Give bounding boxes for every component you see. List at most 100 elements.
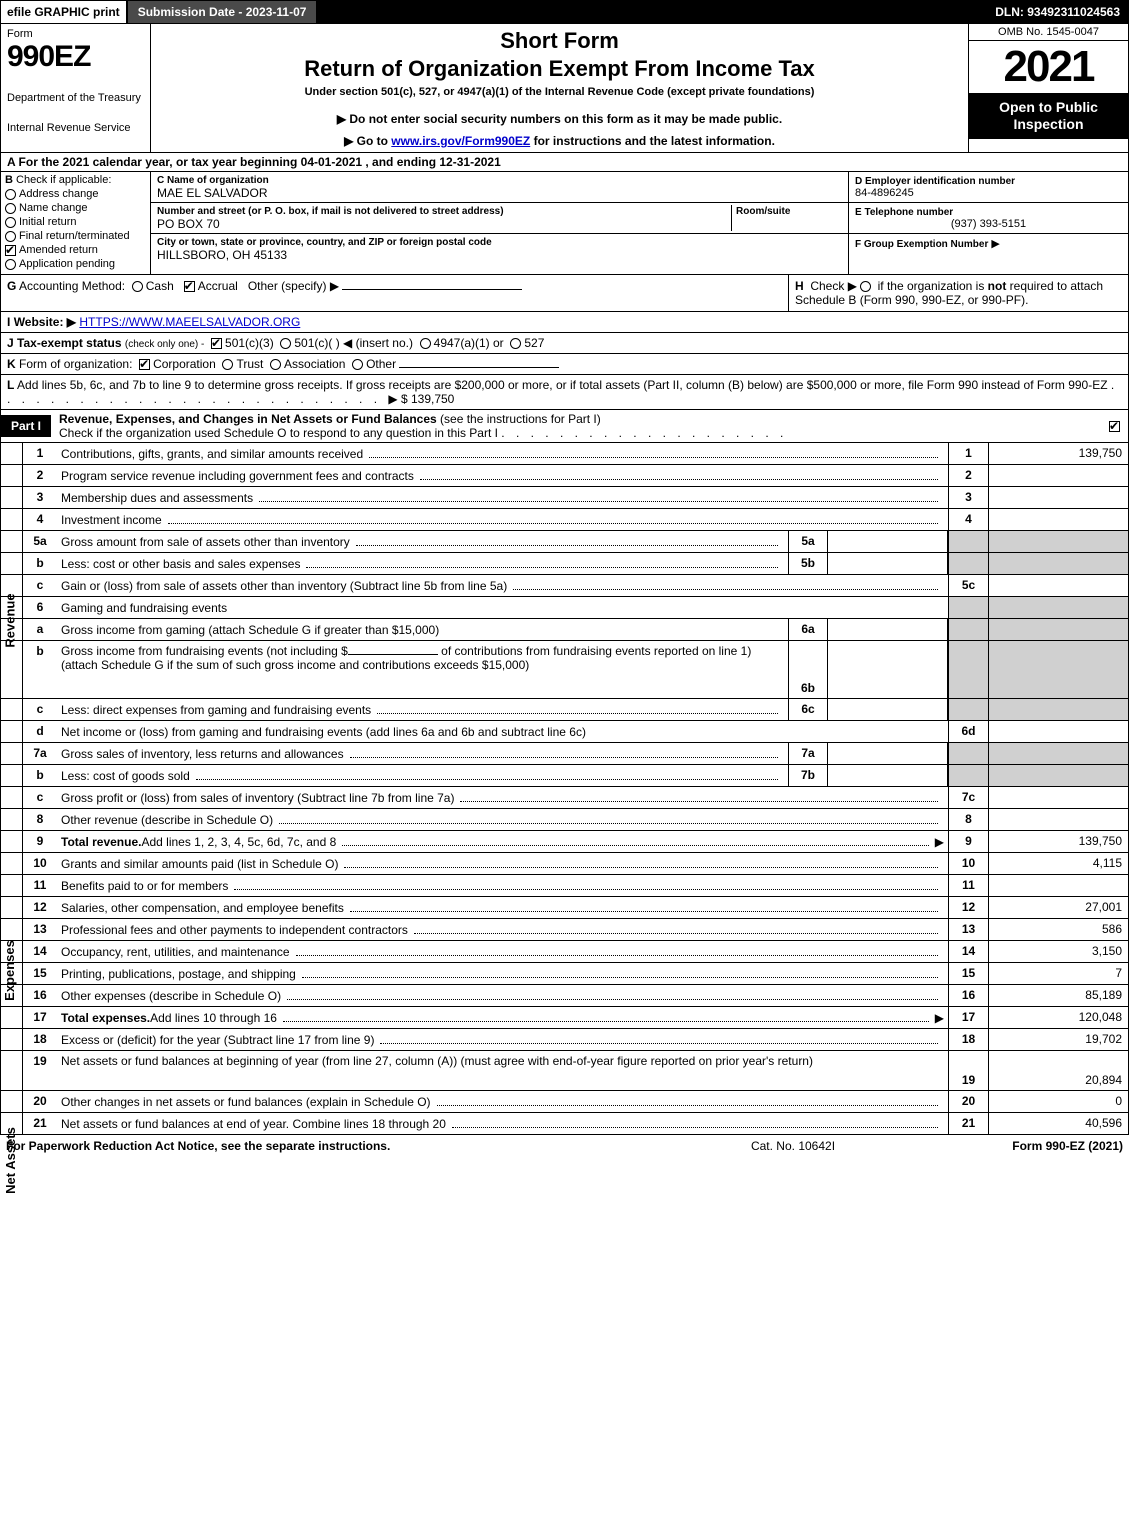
lbl-527: 527 (524, 336, 544, 350)
line-7b-sub: 7b (788, 765, 828, 786)
line-21-num: 21 (948, 1113, 988, 1134)
part-i-paren: (see the instructions for Part I) (440, 412, 601, 426)
line-5c-desc: Gain or (loss) from sale of assets other… (61, 579, 507, 593)
chk-initial-return[interactable]: Initial return (5, 216, 146, 228)
website-caption: Website: ▶ (14, 315, 76, 329)
info-block: B Check if applicable: Address change Na… (0, 172, 1129, 275)
part-i-checkbox[interactable] (1104, 419, 1128, 433)
line-18-no: 18 (23, 1029, 57, 1050)
rad-h[interactable] (860, 281, 871, 292)
line-20-no: 20 (23, 1091, 57, 1112)
line-3: 3 Membership dues and assessments 3 (1, 487, 1128, 509)
box-b: B Check if applicable: Address change Na… (1, 172, 151, 274)
line-7c: cGross profit or (loss) from sales of in… (1, 787, 1128, 809)
line-19-num: 19 (948, 1051, 988, 1090)
rad-501c[interactable] (280, 338, 291, 349)
name-caption: Name of organization (167, 175, 269, 186)
rad-cash[interactable] (132, 281, 143, 292)
line-6a-valshade (988, 619, 1128, 640)
line-10-no: 10 (23, 853, 57, 874)
line-6b-desc1: Gross income from fundraising events (no… (61, 644, 348, 658)
line-1-desc: Contributions, gifts, grants, and simila… (61, 447, 363, 461)
line-13-desc: Professional fees and other payments to … (61, 923, 408, 937)
line-16-val: 85,189 (988, 985, 1128, 1006)
row-g-h: G Accounting Method: Cash Accrual Other … (0, 275, 1129, 312)
submission-date: Submission Date - 2023-11-07 (126, 1, 319, 23)
line-14-desc: Occupancy, rent, utilities, and maintena… (61, 945, 290, 959)
chk-address-change[interactable]: Address change (5, 188, 146, 200)
return-title: Return of Organization Exempt From Incom… (157, 56, 962, 82)
lbl-501c: 501(c)( ) ◀ (insert no.) (294, 336, 413, 350)
rad-trust[interactable] (222, 359, 233, 370)
k-label: K (7, 357, 16, 371)
line-7b-no: b (23, 765, 57, 786)
chk-name-label: Name change (19, 202, 88, 214)
dept-treasury: Department of the Treasury (7, 92, 144, 104)
website-link[interactable]: HTTPS://WWW.MAEELSALVADOR.ORG (79, 315, 300, 329)
form-word: Form (7, 28, 144, 40)
line-7a: 7aGross sales of inventory, less returns… (1, 743, 1128, 765)
line-6c-no: c (23, 699, 57, 720)
goto-post: for instructions and the latest informat… (530, 134, 775, 148)
part-i-tag: Part I (1, 415, 51, 437)
line-5b-sub: 5b (788, 553, 828, 574)
form-990ez: 990EZ (7, 40, 90, 73)
chk-accrual[interactable] (184, 281, 195, 292)
line-17: 17Total expenses. Add lines 10 through 1… (1, 1007, 1128, 1029)
part-i-header: Part I Revenue, Expenses, and Changes in… (0, 410, 1129, 443)
line-5a-sub: 5a (788, 531, 828, 552)
line-12-val: 27,001 (988, 897, 1128, 918)
line-5a-valshade (988, 531, 1128, 552)
line-6b: bGross income from fundraising events (n… (1, 641, 1128, 699)
line-8-desc: Other revenue (describe in Schedule O) (61, 813, 273, 827)
form-header: Form 990EZ Department of the Treasury In… (0, 24, 1129, 153)
chk-pending-label: Application pending (19, 258, 115, 270)
line-5b-valshade (988, 553, 1128, 574)
chk-app-pending[interactable]: Application pending (5, 258, 146, 270)
line-7a-desc: Gross sales of inventory, less returns a… (61, 747, 344, 761)
chk-final-return[interactable]: Final return/terminated (5, 230, 146, 242)
c-label: C (157, 175, 164, 186)
rad-4947[interactable] (420, 338, 431, 349)
line-9-arrow-icon: ▶ (935, 835, 944, 849)
page-footer: For Paperwork Reduction Act Notice, see … (0, 1135, 1129, 1157)
line-7c-val (988, 787, 1128, 808)
chk-501c3[interactable] (211, 338, 222, 349)
line-3-desc: Membership dues and assessments (61, 491, 253, 505)
line-6d-desc: Net income or (loss) from gaming and fun… (61, 725, 586, 739)
gross-receipts-value: 139,750 (411, 392, 454, 406)
line-6c-numshade (948, 699, 988, 720)
line-3-val (988, 487, 1128, 508)
line-4-no: 4 (23, 509, 57, 530)
org-name: MAE EL SALVADOR (157, 186, 267, 200)
other-org-line[interactable] (399, 367, 559, 368)
rad-other-org[interactable] (352, 359, 363, 370)
h-check: Check ▶ (810, 279, 857, 293)
line-20-val: 0 (988, 1091, 1128, 1112)
line-6b-subval (828, 641, 948, 698)
top-bar: efile GRAPHIC print Submission Date - 20… (0, 0, 1129, 24)
line-5a-desc: Gross amount from sale of assets other t… (61, 535, 350, 549)
chk-name-change[interactable]: Name change (5, 202, 146, 214)
line-10-desc: Grants and similar amounts paid (list in… (61, 857, 338, 871)
chk-amended-return[interactable]: Amended return (5, 244, 146, 256)
line-8-no: 8 (23, 809, 57, 830)
chk-corporation[interactable] (139, 359, 150, 370)
efile-label[interactable]: efile GRAPHIC print (1, 1, 126, 23)
line-5b-numshade (948, 553, 988, 574)
irs-link[interactable]: www.irs.gov/Form990EZ (391, 134, 530, 148)
other-input-line[interactable] (342, 289, 522, 290)
rad-527[interactable] (510, 338, 521, 349)
line-21-no: 21 (23, 1113, 57, 1134)
row-a-tax-year: A For the 2021 calendar year, or tax yea… (0, 153, 1129, 172)
city-val: HILLSBORO, OH 45133 (157, 248, 287, 262)
line-5c-val (988, 575, 1128, 596)
line-6b-blank[interactable] (348, 654, 438, 655)
rad-assoc[interactable] (270, 359, 281, 370)
line-3-no: 3 (23, 487, 57, 508)
expenses-side-label: Expenses (2, 940, 17, 1001)
line-3-num: 3 (948, 487, 988, 508)
line-7c-desc: Gross profit or (loss) from sales of inv… (61, 791, 454, 805)
line-18: 18Excess or (deficit) for the year (Subt… (1, 1029, 1128, 1051)
header-right: OMB No. 1545-0047 2021 Open to Public In… (968, 24, 1128, 152)
